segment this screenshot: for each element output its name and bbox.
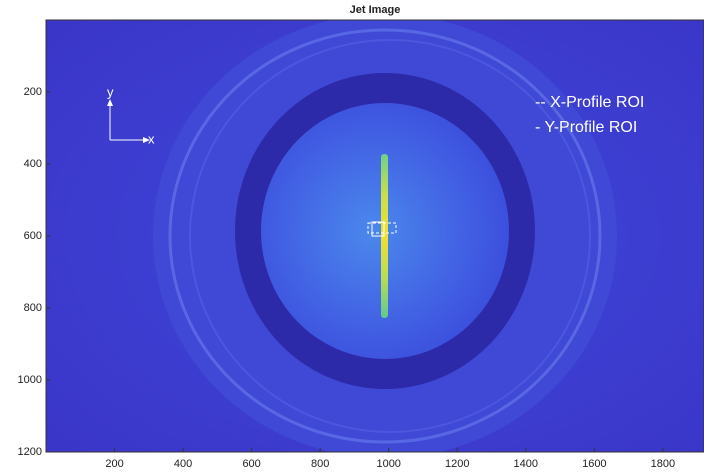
- x-tick-label: 1600: [582, 458, 606, 470]
- x-tick-label: 1000: [376, 458, 400, 470]
- annotation: -- X-Profile ROI: [535, 94, 644, 111]
- x-tick-label: 1200: [445, 458, 469, 470]
- x-tick-label: 1400: [514, 458, 538, 470]
- chart: Jet Image 200 400 600 800 1000 1200 1400 1600 18…: [0, 0, 704, 476]
- annotation: - Y-Profile ROI: [535, 119, 637, 136]
- chart-title: Jet Image: [350, 4, 401, 16]
- y-tick-label: 400: [24, 158, 42, 170]
- x-tick-label: 400: [174, 458, 192, 470]
- y-tick-label: 600: [24, 230, 42, 242]
- y-tick-label: 200: [24, 86, 42, 98]
- annotation: x: [148, 131, 155, 146]
- annotation: y: [107, 84, 114, 99]
- x-tick-label: 800: [311, 458, 329, 470]
- x-tick-label: 200: [105, 458, 123, 470]
- x-tick-label: 1800: [651, 458, 675, 470]
- page: Jet Image 200 400 600 800 1000 1200 1400 1600 18…: [0, 0, 704, 476]
- y-tick-label: 1000: [18, 374, 42, 386]
- x-tick-label: 600: [242, 458, 260, 470]
- y-tick-label: 1200: [18, 446, 42, 458]
- y-tick-label: 800: [24, 302, 42, 314]
- image: [46, 14, 704, 458]
